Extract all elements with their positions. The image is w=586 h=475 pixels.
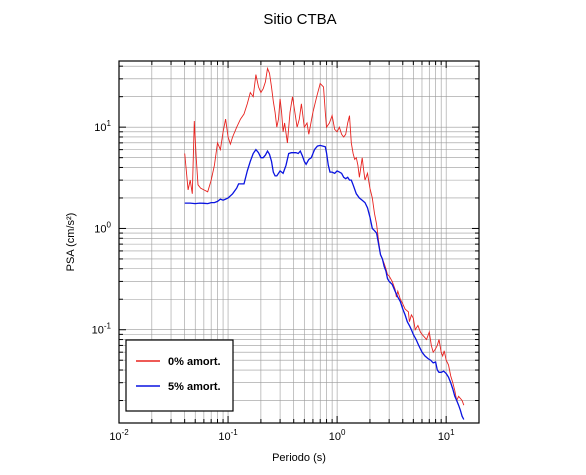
series-layer xyxy=(184,66,465,420)
legend-items: 0% amort. 5% amort. xyxy=(136,356,221,393)
plot-frame xyxy=(118,60,480,424)
y-tick-label: 100 xyxy=(94,220,111,235)
series-line-0 xyxy=(184,66,465,406)
y-tick-labels: 10-1 100 101 xyxy=(92,119,112,337)
axis-ticks xyxy=(118,61,480,423)
chart-title: Sitio CTBA xyxy=(263,11,336,28)
x-tick-label: 101 xyxy=(438,428,455,443)
legend-box xyxy=(125,339,234,412)
x-axis-label: Periodo (s) xyxy=(272,452,326,464)
series-line-1 xyxy=(184,144,465,420)
legend-label-1: 5% amort. xyxy=(168,381,221,393)
x-tick-label: 10-2 xyxy=(109,428,129,443)
legend-label-0: 0% amort. xyxy=(168,356,221,368)
x-tick-labels: 10-2 10-1 100 101 xyxy=(109,428,455,443)
y-tick-label: 10-1 xyxy=(92,322,112,337)
x-tick-label: 10-1 xyxy=(218,428,238,443)
x-tick-label: 100 xyxy=(329,428,346,443)
y-tick-label: 101 xyxy=(94,119,111,134)
legend: 0% amort. 5% amort. xyxy=(125,339,234,412)
y-axis-label: PSA (cm/s²) xyxy=(65,213,77,272)
plot-grid xyxy=(118,61,480,423)
